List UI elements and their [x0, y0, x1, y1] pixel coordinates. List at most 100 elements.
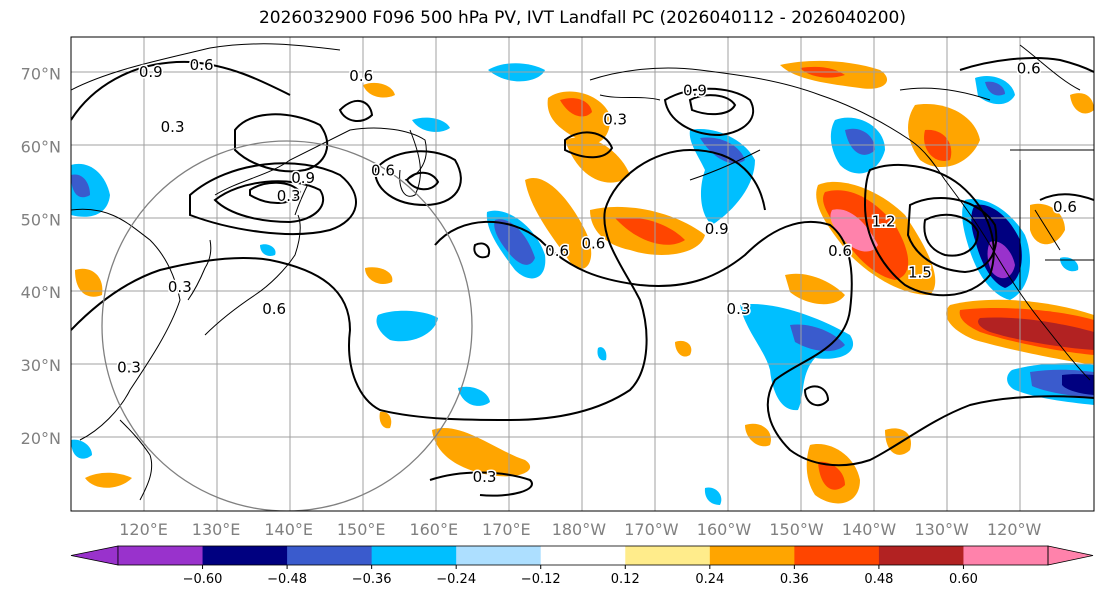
map-frame [70, 36, 1095, 512]
contour-labels: 0.9 0.60.30.60.9 0.60.30.30.60.30.60.30.90… [116, 54, 1079, 487]
shade-positive [560, 98, 592, 117]
lon-label: 170°W [624, 520, 679, 539]
pv-contour [564, 131, 614, 159]
lat-label: 20°N [21, 429, 61, 448]
shade-positive [978, 317, 1094, 350]
lat-label: 60°N [21, 137, 61, 156]
colorbar-tick-label: −0.12 [521, 572, 561, 587]
shade-negative [845, 128, 875, 155]
pv-contour [688, 94, 737, 116]
contour-label: 0.3 [727, 300, 751, 318]
lon-label: 150°W [769, 520, 824, 539]
colorbar-swatch [709, 546, 795, 565]
lon-label: 130°E [192, 520, 241, 539]
contour-label: 0.3 [117, 358, 141, 376]
contour-label: 0.3 [603, 111, 627, 129]
pv-contour [863, 164, 995, 297]
shade-negative [376, 310, 438, 342]
colorbar-tick-label: −0.24 [436, 572, 476, 587]
pv-contour [803, 385, 830, 407]
colorbar-swatch [963, 546, 1049, 565]
lon-label: 180°W [552, 520, 607, 539]
lon-label: 130°W [914, 520, 969, 539]
shade-negative [71, 174, 90, 198]
shade-negative [985, 81, 1005, 96]
shade-positive [365, 267, 393, 285]
colorbar-extend-high [1047, 545, 1094, 566]
pv-contours [71, 57, 1094, 497]
contour-label: 0.6 [1053, 198, 1077, 216]
lat-label: 50°N [21, 210, 61, 229]
pv-contour [189, 162, 357, 235]
lon-label: 140°W [842, 520, 897, 539]
contour-label: 0.6 [371, 162, 395, 180]
colorbar-ticks: −0.60 −0.48 −0.36 −0.24 −0.12 0.12 0.24 0.36 0.4… [183, 565, 978, 587]
lat-label: 30°N [21, 356, 61, 375]
contour-label: 0.6 [349, 67, 373, 85]
pv-contour [1039, 193, 1094, 201]
pv-contour [373, 150, 462, 207]
colorbar-tick-label: −0.48 [267, 572, 307, 587]
colorbar-tick-label: −0.60 [183, 572, 223, 587]
pv-contour [959, 57, 1094, 73]
pv-contour [429, 471, 533, 497]
contour-label: 0.6 [828, 242, 852, 260]
shade-positive [818, 461, 845, 490]
ivt-shading [71, 60, 1094, 505]
contour-label: 0.9 [291, 169, 315, 187]
shade-negative [458, 386, 490, 406]
lon-label: 120°E [119, 520, 168, 539]
colorbar-swatch [794, 546, 880, 565]
shade-negative [260, 244, 276, 256]
lon-label: 140°E [264, 520, 313, 539]
colorbar-swatch [625, 546, 711, 565]
pv-contour [249, 181, 302, 204]
region-circle [101, 140, 473, 511]
colorbar-swatch [202, 546, 288, 565]
lon-label: 160°E [409, 520, 458, 539]
graticule [71, 37, 1094, 511]
pv-contour [434, 220, 1094, 467]
coast-kamchatka [399, 129, 421, 197]
latitude-labels: 70°N 60°N 50°N 40°N 30°N 20°N [21, 64, 61, 448]
shade-positive [1030, 203, 1065, 245]
shade-positive [75, 268, 103, 297]
contour-label: 0.3 [277, 187, 301, 205]
lon-label: 170°E [482, 520, 531, 539]
contour-label: 0.6 [1017, 59, 1041, 77]
contour-label: 1.5 [908, 264, 932, 282]
shade-negative [704, 487, 722, 505]
contour-label: 0.6 [262, 300, 286, 318]
lon-label: 150°E [337, 520, 386, 539]
shade-positive [363, 82, 395, 98]
shade-positive [1070, 93, 1094, 114]
shade-positive [785, 273, 845, 305]
contour-label: 0.6 [190, 56, 214, 74]
coast-korea [187, 239, 212, 301]
shade-negative [1060, 257, 1079, 272]
colorbar-swatch [287, 546, 373, 565]
coast-philippines [119, 419, 153, 501]
pv-contour [906, 197, 998, 274]
pv-contour [405, 171, 440, 191]
longitude-labels: 120°E 130°E 140°E 150°E 160°E 170°E 180°W 170°W… [119, 520, 1041, 539]
pv-contour [473, 242, 491, 259]
shade-positive [525, 178, 592, 269]
pv-contour [663, 87, 755, 137]
lat-label: 70°N [21, 64, 61, 83]
contour-label: 0.9 [705, 220, 729, 238]
shade-negative [700, 137, 745, 164]
colorbar-swatch [371, 546, 457, 565]
shade-positive [85, 472, 132, 488]
shade-positive [830, 209, 878, 252]
colorbar-tick-label: 0.24 [695, 572, 724, 587]
colorbar-swatch [118, 546, 204, 565]
colorbar-tick-label: 0.60 [949, 572, 978, 587]
contour-label: 0.9 [139, 63, 163, 81]
contour-label: 0.3 [168, 278, 192, 296]
contour-label: 0.3 [473, 468, 497, 486]
shade-negative [1062, 374, 1094, 395]
contour-label: 1.2 [872, 213, 896, 231]
